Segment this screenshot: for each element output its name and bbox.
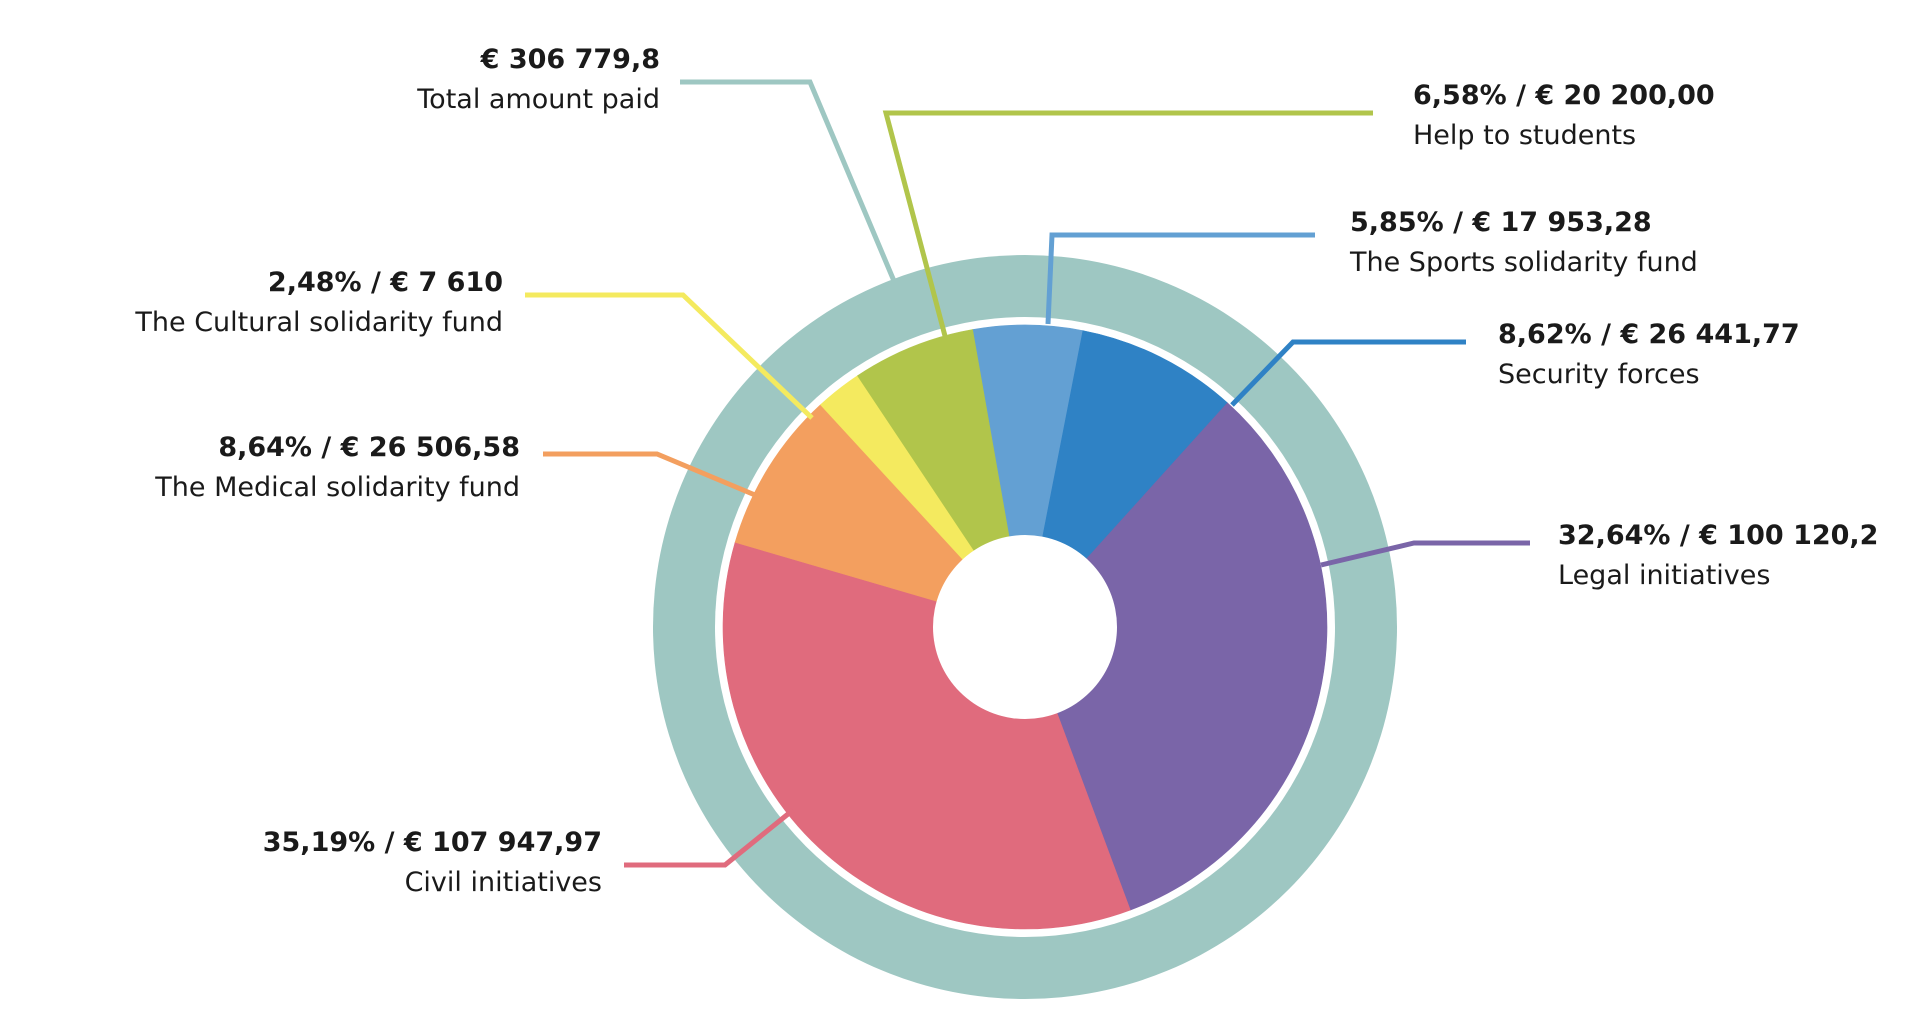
leader-line-students xyxy=(882,110,1373,337)
leader-line-legal xyxy=(1320,540,1530,568)
value-label-sports: 5,85% / € 17 953,28 xyxy=(1350,207,1652,238)
leader-line-security xyxy=(1230,339,1466,407)
leader-line-medical xyxy=(543,451,756,498)
value-label-cultural: 2,48% / € 7 610 xyxy=(268,267,503,298)
value-label-total: € 306 779,8 xyxy=(480,44,660,75)
name-label-students: Help to students xyxy=(1413,120,1636,151)
leader-line-civil xyxy=(624,808,795,868)
leader-lines xyxy=(525,79,1530,868)
leader-line-total xyxy=(680,79,897,282)
donut-hole xyxy=(933,535,1117,719)
name-label-cultural: The Cultural solidarity fund xyxy=(134,307,503,338)
value-label-security: 8,62% / € 26 441,77 xyxy=(1498,319,1800,350)
value-label-students: 6,58% / € 20 200,00 xyxy=(1413,80,1715,111)
value-label-civil: 35,19% / € 107 947,97 xyxy=(263,827,602,858)
pie-slice-legal xyxy=(1024,402,1328,911)
value-label-medical: 8,64% / € 26 506,58 xyxy=(218,432,520,463)
leader-line-sports xyxy=(1045,232,1315,325)
name-label-sports: The Sports solidarity fund xyxy=(1349,247,1698,278)
slice-labels: € 306 779,8 Total amount paid 5,85% / € 17… xyxy=(134,44,1878,898)
name-label-medical: The Medical solidarity fund xyxy=(154,472,520,503)
name-label-total: Total amount paid xyxy=(416,84,660,115)
name-label-civil: Civil initiatives xyxy=(405,867,602,898)
value-label-legal: 32,64% / € 100 120,2 xyxy=(1558,520,1878,551)
leader-line-cultural xyxy=(525,292,814,420)
name-label-security: Security forces xyxy=(1498,359,1700,390)
name-label-legal: Legal initiatives xyxy=(1558,560,1770,591)
